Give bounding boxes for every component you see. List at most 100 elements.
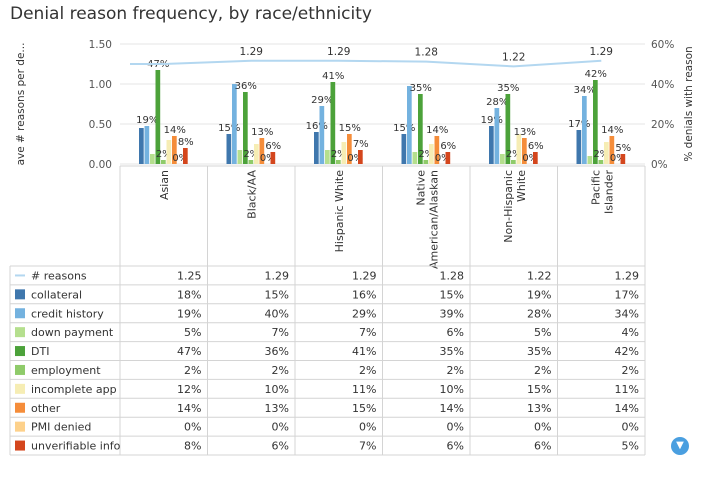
- data-label: 7%: [353, 139, 369, 150]
- bar: [505, 94, 511, 164]
- data-label: 29%: [311, 95, 333, 106]
- bar: [423, 160, 429, 164]
- data-label: 34%: [574, 85, 596, 96]
- table-cell: 11%: [352, 383, 376, 396]
- bar: [620, 154, 626, 164]
- bar: [429, 144, 434, 164]
- bar: [494, 108, 500, 164]
- table-cell: 2%: [447, 364, 464, 377]
- data-label: 6%: [440, 141, 456, 152]
- table-cell: 5%: [534, 326, 551, 339]
- x-category-label: NativeAmerican/Alaskan: [414, 170, 440, 269]
- y-tick-label-right: 0%: [651, 159, 668, 171]
- line-series-reasons: [130, 59, 602, 68]
- data-label: 0%: [522, 153, 538, 164]
- legend-swatch: [15, 383, 25, 394]
- table-cell: 11%: [615, 383, 639, 396]
- data-label: 0%: [347, 153, 363, 164]
- table-row-label: credit history: [31, 307, 104, 320]
- bar: [341, 142, 347, 164]
- data-label: 2%: [418, 149, 434, 160]
- table-cell: 0%: [272, 421, 289, 434]
- bar: [347, 134, 352, 164]
- bar: [401, 134, 407, 164]
- data-label: 14%: [601, 125, 623, 136]
- table-row-label: employment: [31, 364, 101, 377]
- table-cell: 0%: [359, 421, 376, 434]
- table-row-label: collateral: [31, 288, 82, 301]
- table-cell: 36%: [265, 345, 289, 358]
- bar: [232, 84, 237, 164]
- data-label: 2%: [156, 149, 172, 160]
- bar: [418, 94, 423, 164]
- line-data-label: 1.22: [502, 51, 525, 63]
- data-label: 13%: [514, 127, 536, 138]
- data-label: 41%: [322, 71, 344, 82]
- table-cell: 14%: [615, 402, 639, 415]
- bar: [434, 136, 440, 164]
- data-label: 35%: [410, 83, 432, 94]
- bar: [237, 150, 243, 164]
- bar: [325, 150, 330, 164]
- table-cell: 35%: [527, 345, 551, 358]
- table-cell: 35%: [440, 345, 464, 358]
- bar: [161, 160, 166, 164]
- table-cell: 19%: [527, 288, 551, 301]
- data-label: 2%: [506, 149, 522, 160]
- data-label: 2%: [243, 149, 259, 160]
- bar: [576, 130, 582, 164]
- y-axis-label-left: ave # reasons per de...: [15, 43, 27, 166]
- line-data-label: 1.29: [240, 46, 263, 58]
- x-category-label: Hispanic White: [333, 170, 346, 253]
- bar: [593, 80, 598, 164]
- line-data-label: 1.29: [590, 46, 613, 58]
- legend-swatch: [15, 289, 25, 300]
- bar: [511, 160, 516, 164]
- table-cell: 5%: [622, 440, 639, 453]
- data-label: 2%: [331, 149, 347, 160]
- table-cell: 2%: [272, 364, 289, 377]
- filter-icon[interactable]: ▼: [671, 437, 689, 455]
- bar: [604, 142, 609, 164]
- bar: [243, 92, 248, 164]
- table-cell: 2%: [622, 364, 639, 377]
- table-cell: 42%: [615, 345, 639, 358]
- y-tick-label-left: 0.00: [89, 159, 112, 171]
- table-cell: 15%: [352, 402, 376, 415]
- y-tick-label-left: 1.50: [89, 39, 112, 51]
- data-label: 0%: [435, 153, 451, 164]
- data-label: 6%: [528, 141, 544, 152]
- data-label: 8%: [178, 137, 194, 148]
- bar: [150, 154, 155, 164]
- table-cell: 7%: [359, 440, 376, 453]
- data-label: 6%: [265, 141, 281, 152]
- y-tick-label-left: 0.50: [89, 119, 112, 131]
- table-cell: 15%: [265, 288, 289, 301]
- data-label: 28%: [486, 97, 508, 108]
- y-axis-label-right: % denials with reason: [683, 46, 695, 161]
- table-cell: 18%: [177, 288, 201, 301]
- table-cell: 13%: [527, 402, 551, 415]
- bar: [139, 128, 144, 164]
- bar: [522, 138, 527, 164]
- table-cell: 6%: [447, 326, 464, 339]
- data-label: 15%: [393, 123, 415, 134]
- x-category-label: Non-HispanicWhite: [502, 170, 528, 243]
- bar: [358, 150, 363, 164]
- data-label: 35%: [497, 83, 519, 94]
- table-cell: 2%: [534, 364, 551, 377]
- table-cell: 0%: [622, 421, 639, 434]
- table-cell: 0%: [534, 421, 551, 434]
- legend-swatch: [15, 421, 25, 432]
- table-row-label: unverifiable info: [31, 440, 121, 453]
- data-label: 15%: [218, 123, 240, 134]
- table-cell: 1.28: [440, 269, 465, 282]
- bar: [412, 152, 418, 164]
- table-cell: 34%: [615, 307, 639, 320]
- bar: [500, 154, 505, 164]
- bar: [183, 148, 188, 164]
- table-cell: 6%: [534, 440, 551, 453]
- table-cell: 39%: [440, 307, 464, 320]
- table-cell: 14%: [440, 402, 464, 415]
